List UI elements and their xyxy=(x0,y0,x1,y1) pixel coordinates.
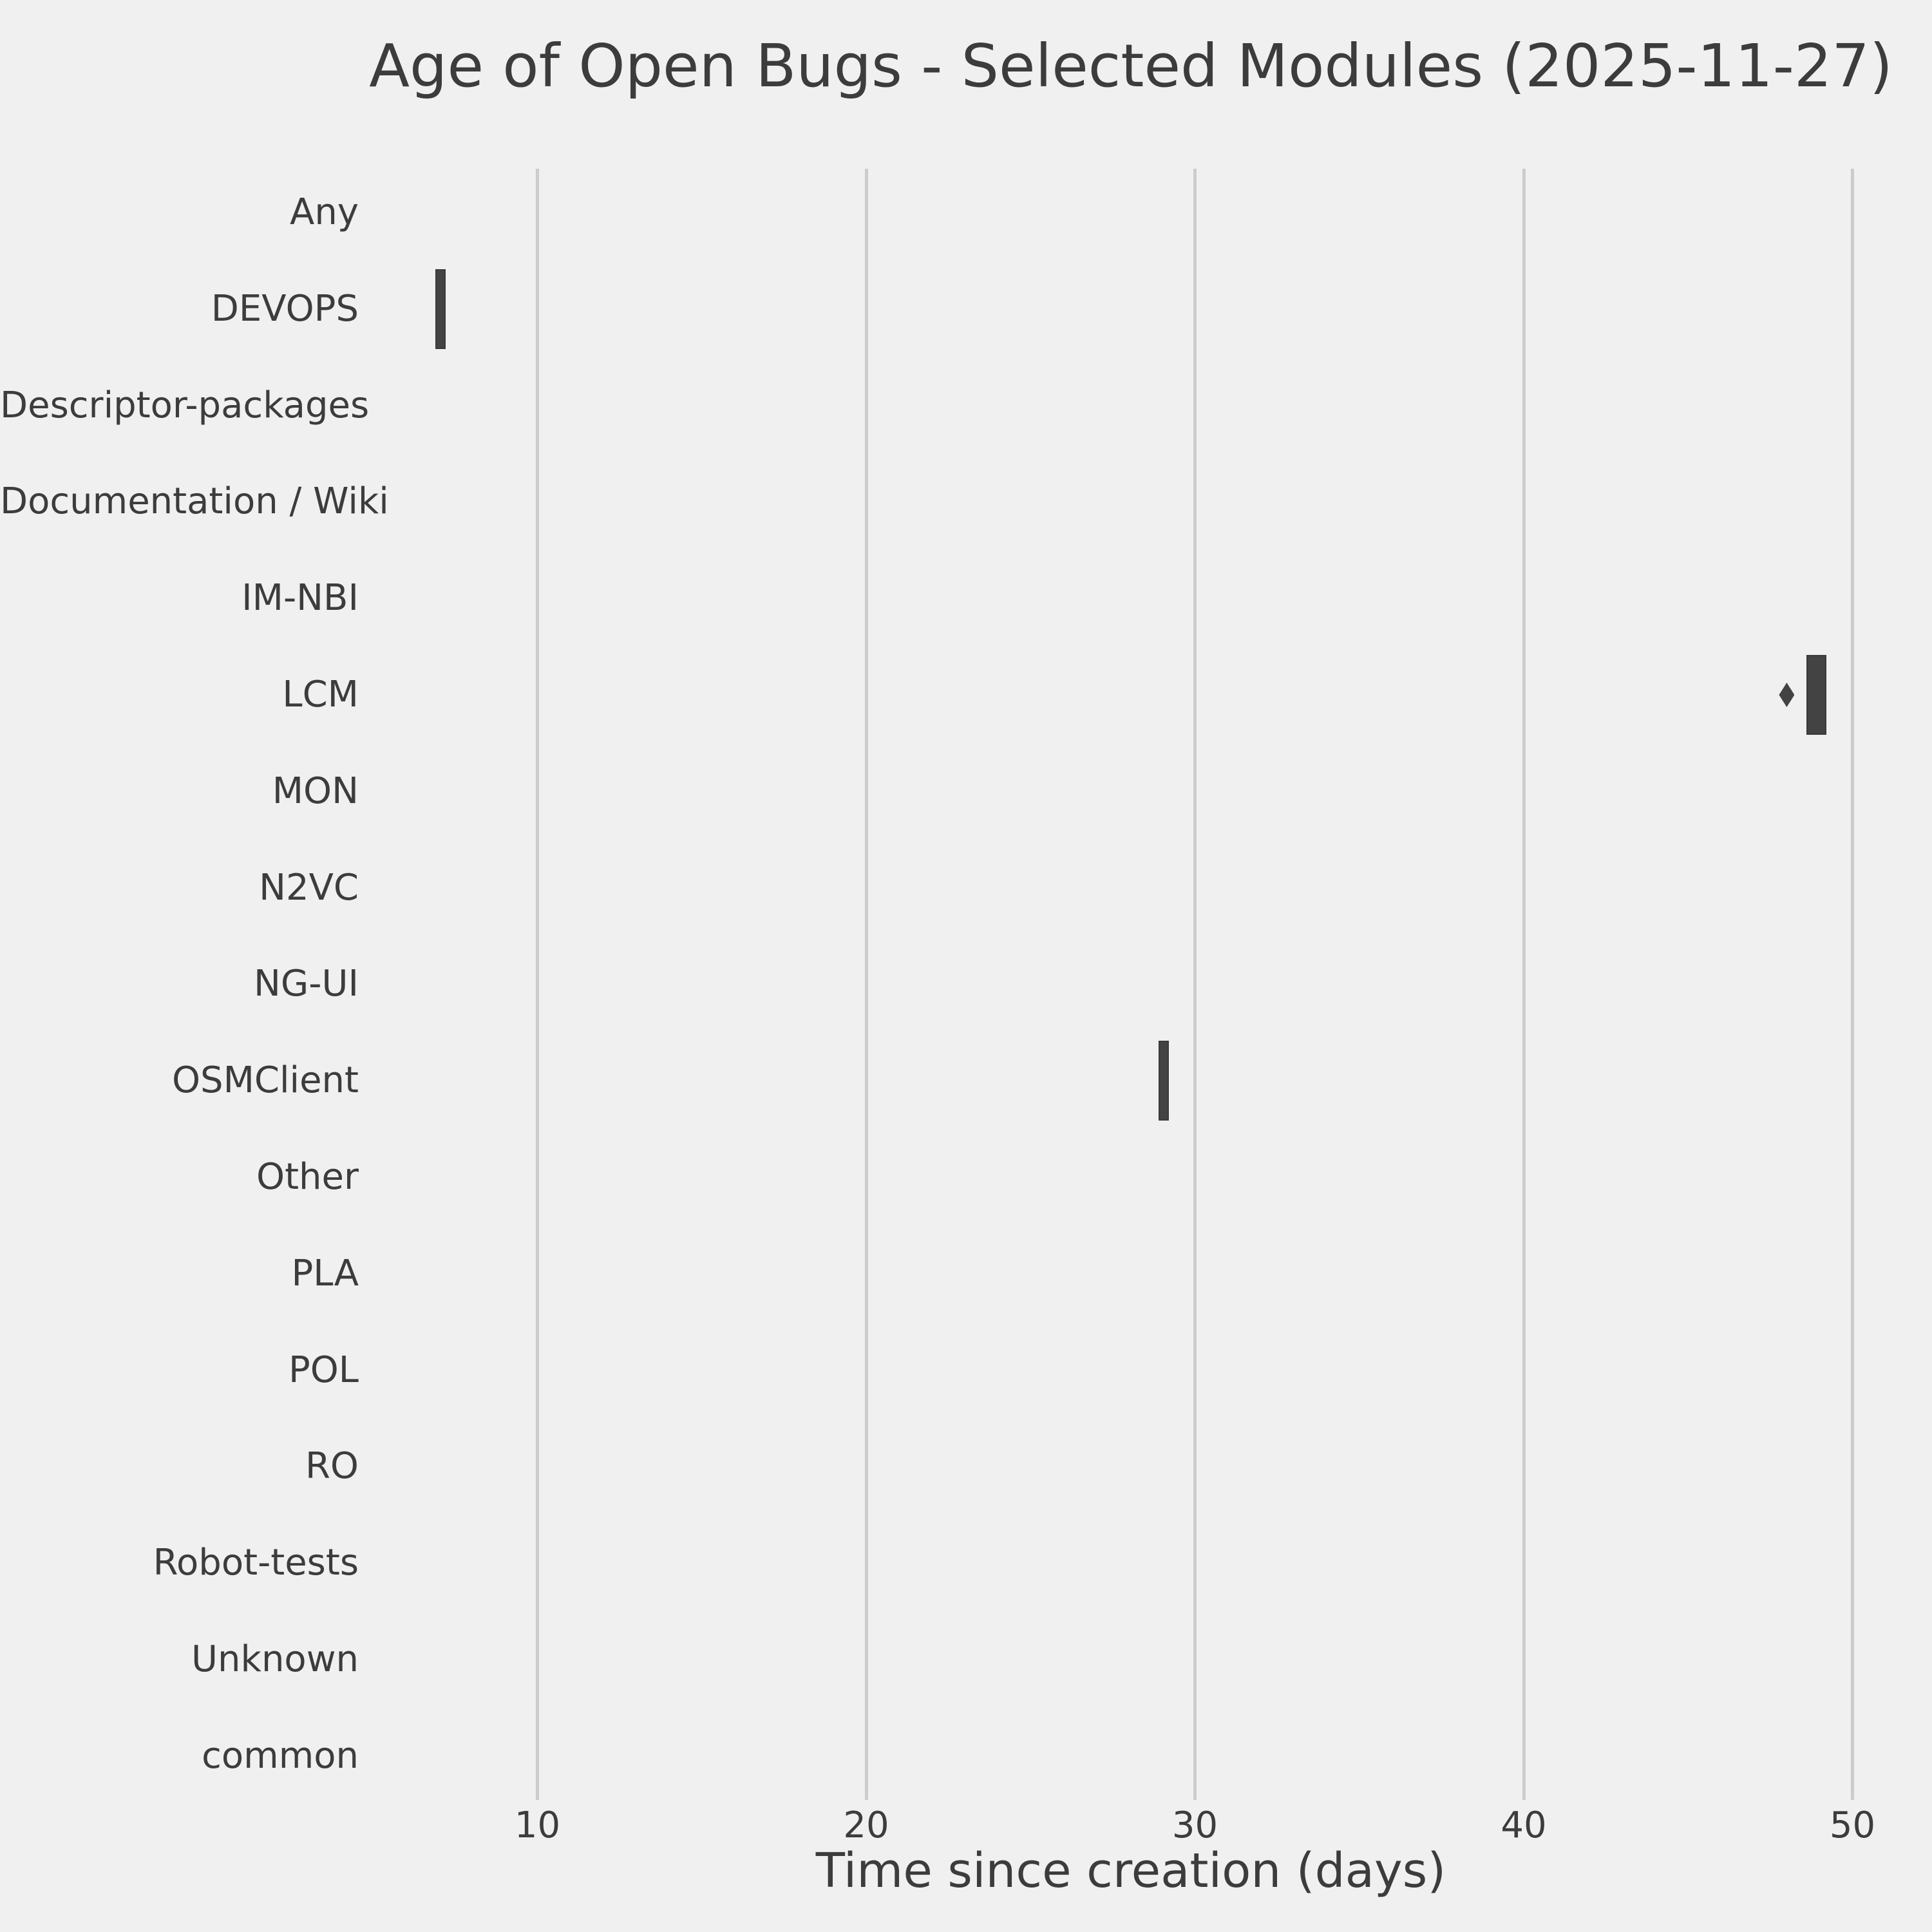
y-axis-label: IM-NBI xyxy=(242,577,359,620)
y-axis-label: Other xyxy=(256,1156,359,1198)
x-axis-label: Time since creation (days) xyxy=(815,1843,1446,1899)
gridline-x-40 xyxy=(1522,169,1526,1800)
y-axis-label: POL xyxy=(288,1349,359,1391)
gridline-x-50 xyxy=(1851,169,1855,1800)
plot-area xyxy=(363,169,1899,1800)
box-OSMClient xyxy=(1159,1041,1169,1121)
y-axis-label: LCM xyxy=(282,674,359,715)
box-LCM xyxy=(1806,655,1826,735)
x-tick-label-20: 20 xyxy=(843,1804,889,1846)
gridline-x-30 xyxy=(1193,169,1197,1800)
x-tick-label-40: 40 xyxy=(1501,1804,1547,1846)
y-axis-label: common xyxy=(202,1734,359,1777)
box-DEVOPS xyxy=(435,269,446,349)
y-axis-label: Any xyxy=(290,191,359,233)
y-axis-label: Robot-tests xyxy=(153,1542,359,1584)
y-axis-label: MON xyxy=(272,770,359,812)
y-axis-label: PLA xyxy=(291,1252,359,1294)
y-axis-label: Unknown xyxy=(191,1638,359,1680)
chart-title: Age of Open Bugs - Selected Modules (202… xyxy=(369,32,1893,100)
y-axis-label: N2VC xyxy=(259,866,359,909)
outlier-diamond xyxy=(1779,683,1795,707)
x-tick-label-10: 10 xyxy=(514,1804,561,1846)
x-tick-label-30: 30 xyxy=(1171,1804,1218,1846)
x-tick-label-50: 50 xyxy=(1829,1804,1876,1846)
y-axis-label: Documentation / Wiki xyxy=(0,480,389,523)
y-axis-label: NG-UI xyxy=(254,963,359,1005)
gridline-x-10 xyxy=(536,169,540,1800)
y-axis-label: RO xyxy=(305,1445,359,1488)
y-axis-label: OSMClient xyxy=(171,1059,359,1102)
gridline-x-20 xyxy=(864,169,868,1800)
y-axis-label: Descriptor-packages xyxy=(0,384,370,426)
y-axis-label: DEVOPS xyxy=(211,287,359,330)
